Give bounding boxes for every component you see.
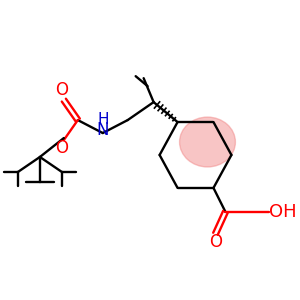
Text: H: H: [98, 112, 110, 127]
Ellipse shape: [180, 117, 236, 167]
Text: O: O: [209, 233, 222, 251]
Text: OH: OH: [269, 203, 297, 221]
Text: N: N: [97, 121, 109, 139]
Text: O: O: [55, 81, 68, 99]
Text: O: O: [55, 139, 68, 157]
